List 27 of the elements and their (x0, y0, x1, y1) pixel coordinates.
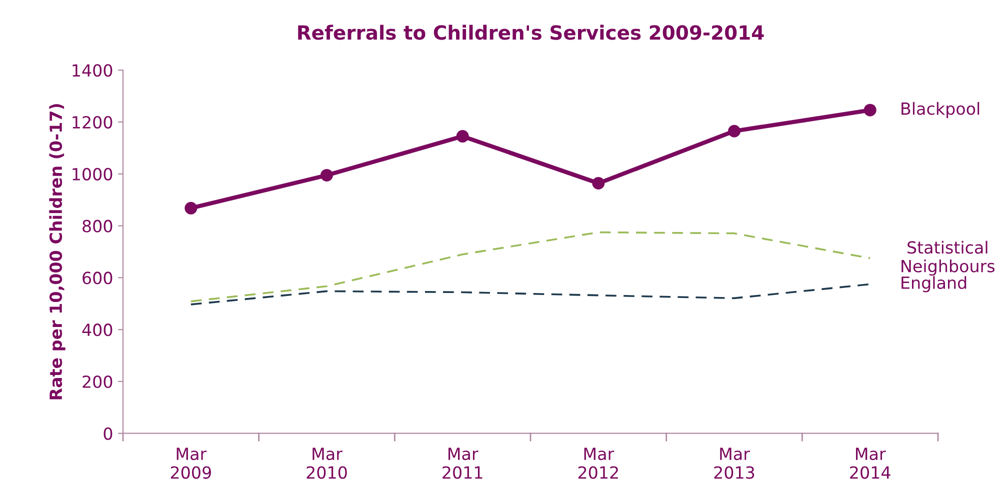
point (456, 130, 469, 143)
x-tick-label: Mar 2010 (306, 448, 347, 479)
x-tick-label: Mar 2014 (850, 448, 890, 479)
point (592, 177, 605, 190)
series-label: Blackpool (902, 102, 980, 118)
y-tick-label: 1000 (72, 168, 112, 180)
y-tick-label: 1200 (72, 116, 112, 129)
x-tick-label: Mar 2011 (442, 448, 482, 479)
point (320, 168, 333, 182)
y-axis-title: Rate per 10,000 Children (0-17) (49, 104, 66, 400)
series-label: Statistical Neighbours (902, 240, 995, 276)
y-tick-label: 1400 (72, 64, 112, 77)
line-series (190, 231, 871, 302)
x-tick-label: Mar 2009 (170, 448, 211, 479)
point (864, 104, 876, 116)
y-tick-label: 800 (82, 220, 112, 232)
point (728, 124, 740, 138)
series-label: England (902, 276, 966, 292)
y-tick-label: 200 (82, 375, 112, 388)
x-tick-label: Mar 2012 (578, 448, 618, 479)
y-tick-label: 0 (104, 427, 112, 440)
line-series (190, 283, 871, 306)
y-tick-label: 600 (82, 272, 112, 284)
x-tick-label: Mar 2013 (714, 448, 754, 479)
chart-title: Referrals to Children's Services 2009-2014 (298, 24, 764, 40)
y-tick-label: 400 (82, 324, 112, 336)
point (184, 202, 198, 214)
